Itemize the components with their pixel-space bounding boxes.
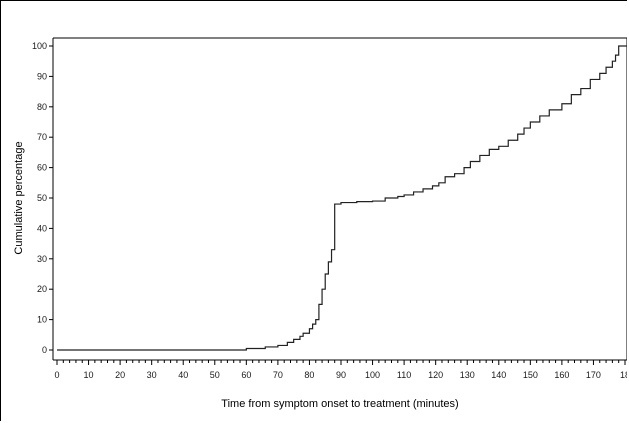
- y-tick-label: 0: [42, 345, 47, 355]
- x-tick-label: 0: [54, 370, 59, 380]
- x-tick-label: 40: [178, 370, 188, 380]
- x-tick-label: 100: [365, 370, 380, 380]
- x-tick-label: 10: [84, 370, 94, 380]
- y-tick-label: 40: [37, 223, 47, 233]
- y-tick-label: 80: [37, 102, 47, 112]
- x-axis-title: Time from symptom onset to treatment (mi…: [221, 398, 458, 410]
- x-tick-label: 160: [554, 370, 569, 380]
- y-tick-label: 50: [37, 193, 47, 203]
- x-tick-label: 150: [523, 370, 538, 380]
- x-tick-label: 60: [241, 370, 251, 380]
- x-tick-label: 20: [115, 370, 125, 380]
- x-tick-label: 170: [586, 370, 601, 380]
- y-tick-label: 60: [37, 163, 47, 173]
- y-tick-label: 10: [37, 315, 47, 325]
- y-tick-label: 90: [37, 71, 47, 81]
- x-tick-label: 80: [304, 370, 314, 380]
- y-tick-label: 30: [37, 254, 47, 264]
- x-tick-label: 120: [428, 370, 443, 380]
- x-tick-label: 18: [620, 370, 627, 380]
- y-tick-label: 20: [37, 284, 47, 294]
- x-tick-label: 90: [336, 370, 346, 380]
- x-tick-label: 50: [210, 370, 220, 380]
- y-tick-label: 70: [37, 132, 47, 142]
- x-tick-label: 110: [397, 370, 411, 380]
- y-axis-title: Cumulative percentage: [13, 141, 25, 254]
- x-tick-label: 70: [273, 370, 283, 380]
- x-tick-label: 140: [491, 370, 506, 380]
- x-tick-label: 30: [147, 370, 157, 380]
- x-tick-label: 130: [460, 370, 475, 380]
- cumulative-step-line: [57, 45, 627, 351]
- y-tick-label: 100: [32, 41, 47, 51]
